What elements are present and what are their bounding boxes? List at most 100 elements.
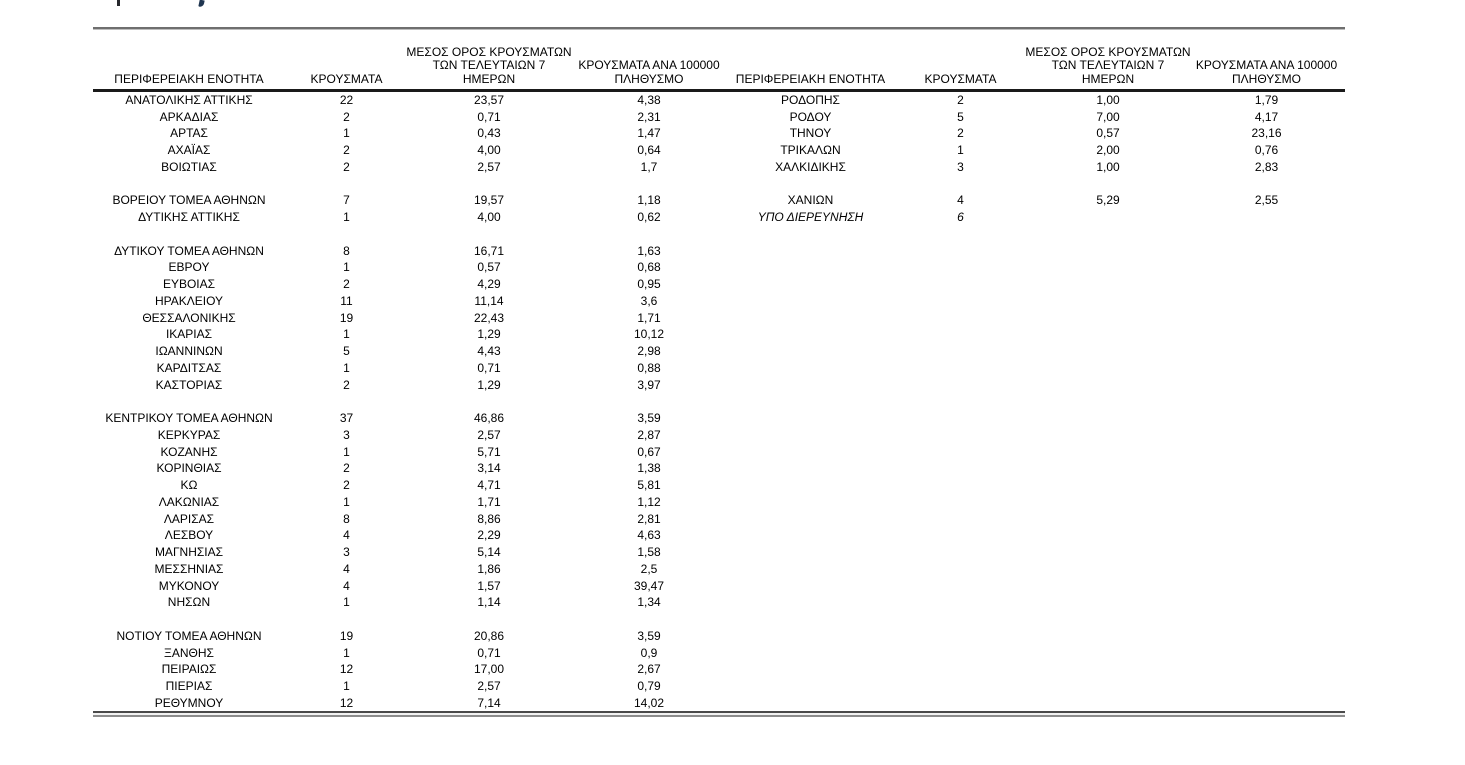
right-avg7-cell bbox=[1028, 628, 1188, 645]
header-per100k-line1: ΚΡΟΥΣΜΑΤΑ ΑΝΑ 100000 bbox=[578, 58, 720, 72]
left-per100k-cell: 0,95 bbox=[637, 277, 661, 292]
cropped-text-fragment bbox=[117, 0, 120, 6]
left-per100k-cell: 4,38 bbox=[637, 92, 661, 107]
right-cases-cell bbox=[893, 661, 1028, 678]
table-row: ΚΕΝΤΡΙΚΟΥ ΤΟΜΕΑ ΑΘΗΝΩΝ 37 46,86 3,59 bbox=[93, 410, 1345, 427]
left-region-cell: ΜΥΚΟΝΟΥ bbox=[158, 578, 220, 593]
right-region-cell: ΤΗΝΟΥ bbox=[789, 126, 832, 141]
right-per100k-cell bbox=[1188, 628, 1345, 645]
right-region-cell bbox=[728, 544, 893, 561]
header-cases-label: ΚΡΟΥΣΜΑΤΑ bbox=[924, 71, 997, 86]
left-per100k-cell bbox=[570, 393, 728, 410]
right-cases-cell bbox=[893, 460, 1028, 477]
right-per100k-cell bbox=[1188, 360, 1345, 377]
right-cases-cell bbox=[893, 242, 1028, 259]
table-bottom-rule bbox=[93, 711, 1345, 718]
left-region-cell: ΑΝΑΤΟΛΙΚΗΣ ΑΤΤΙΚΗΣ bbox=[125, 92, 253, 107]
left-region-cell: ΑΡΚΑΔΙΑΣ bbox=[159, 109, 219, 124]
left-region-cell: ΘΕΣΣΑΛΟΝΙΚΗΣ bbox=[142, 310, 236, 325]
right-cases-cell bbox=[893, 577, 1028, 594]
right-per100k-cell bbox=[1188, 293, 1345, 310]
right-region-cell bbox=[728, 510, 893, 527]
left-per100k-cell: 10,12 bbox=[633, 327, 665, 342]
left-cases-cell bbox=[285, 611, 408, 628]
right-per100k-cell bbox=[1188, 175, 1345, 192]
right-per100k-cell: 2,55 bbox=[1254, 193, 1279, 208]
left-region-cell: ΝΗΣΩΝ bbox=[167, 595, 211, 610]
right-cases-cell: 6 bbox=[957, 210, 964, 225]
left-region-cell: ΙΩΑΝΝΙΝΩΝ bbox=[155, 344, 223, 359]
left-region-cell: ΜΕΣΣΗΝΙΑΣ bbox=[154, 561, 224, 576]
right-region-cell bbox=[728, 644, 893, 661]
left-avg7-cell: 11,14 bbox=[474, 293, 504, 308]
table-row: ΙΚΑΡΙΑΣ 1 1,29 10,12 bbox=[93, 326, 1345, 343]
left-avg7-cell: 2,57 bbox=[477, 427, 501, 442]
left-avg7-cell: 1,14 bbox=[477, 595, 501, 610]
right-avg7-cell bbox=[1028, 293, 1188, 310]
left-cases-cell: 2 bbox=[343, 143, 350, 158]
left-cases-cell: 8 bbox=[343, 511, 350, 526]
left-per100k-cell: 3,97 bbox=[637, 377, 661, 392]
right-avg7-cell: 5,29 bbox=[1096, 193, 1120, 208]
right-region-cell bbox=[728, 661, 893, 678]
left-region-cell: ΚΑΡΔΙΤΣΑΣ bbox=[156, 360, 222, 375]
table-row: ΙΩΑΝΝΙΝΩΝ 5 4,43 2,98 bbox=[93, 343, 1345, 360]
right-region-cell bbox=[728, 259, 893, 276]
left-avg7-cell: 3,14 bbox=[477, 461, 501, 476]
table-row: ΜΥΚΟΝΟΥ 4 1,57 39,47 bbox=[93, 577, 1345, 594]
right-region-cell bbox=[728, 360, 893, 377]
header-per100k-left: ΚΡΟΥΣΜΑΤΑ ΑΝΑ 100000 ΠΛΗΘΥΣΜΟ bbox=[570, 58, 728, 89]
right-per100k-cell bbox=[1188, 427, 1345, 444]
right-region-cell: ΤΡΙΚΑΛΩΝ bbox=[780, 143, 841, 158]
table-row bbox=[93, 393, 1345, 410]
left-region-cell: ΕΒΡΟΥ bbox=[168, 260, 210, 275]
left-region-cell bbox=[93, 393, 285, 410]
right-per100k-cell bbox=[1188, 577, 1345, 594]
table-row: ΚΟΡΙΝΘΙΑΣ 2 3,14 1,38 bbox=[93, 460, 1345, 477]
right-per100k-cell bbox=[1188, 393, 1345, 410]
table-row: ΡΕΘΥΜΝΟΥ 12 7,14 14,02 bbox=[93, 695, 1345, 712]
left-region-cell: ΛΑΡΙΣΑΣ bbox=[163, 511, 215, 526]
left-cases-cell: 2 bbox=[343, 478, 350, 493]
left-cases-cell: 1 bbox=[343, 444, 350, 459]
left-per100k-cell: 1,63 bbox=[637, 243, 661, 258]
left-per100k-cell: 1,38 bbox=[637, 461, 661, 476]
left-per100k-cell: 2,5 bbox=[640, 561, 658, 576]
right-region-cell bbox=[728, 494, 893, 511]
left-per100k-cell: 0,67 bbox=[637, 444, 661, 459]
header-avg7-line2: ΤΩΝ ΤΕΛΕΥΤΑΙΩΝ 7 bbox=[432, 58, 546, 72]
table-row: ΚΕΡΚΥΡΑΣ 3 2,57 2,87 bbox=[93, 427, 1345, 444]
left-per100k-cell: 0,88 bbox=[637, 360, 661, 375]
right-region-cell bbox=[728, 427, 893, 444]
right-per100k-cell bbox=[1188, 343, 1345, 360]
right-per100k-cell: 23,16 bbox=[1251, 126, 1282, 141]
right-avg7-cell bbox=[1028, 561, 1188, 578]
left-cases-cell: 3 bbox=[343, 545, 350, 560]
header-cases-label: ΚΡΟΥΣΜΑΤΑ bbox=[310, 71, 383, 86]
right-cases-cell: 2 bbox=[957, 126, 964, 141]
right-per100k-cell bbox=[1188, 242, 1345, 259]
left-region-cell: ΛΕΣΒΟΥ bbox=[164, 528, 214, 543]
left-avg7-cell: 0,71 bbox=[477, 360, 501, 375]
left-region-cell: ΚΩ bbox=[180, 478, 198, 493]
right-per100k-cell bbox=[1188, 661, 1345, 678]
left-region-cell: ΔΥΤΙΚΗΣ ΑΤΤΙΚΗΣ bbox=[138, 210, 240, 225]
left-cases-cell: 1 bbox=[343, 260, 350, 275]
right-region-cell bbox=[728, 695, 893, 712]
right-avg7-cell: 0,57 bbox=[1096, 126, 1120, 141]
right-per100k-cell bbox=[1188, 376, 1345, 393]
table-row: ΛΕΣΒΟΥ 4 2,29 4,63 bbox=[93, 527, 1345, 544]
right-region-cell bbox=[728, 443, 893, 460]
left-cases-cell: 12 bbox=[339, 662, 354, 677]
table-row: ΕΥΒΟΙΑΣ 2 4,29 0,95 bbox=[93, 276, 1345, 293]
right-avg7-cell bbox=[1028, 410, 1188, 427]
right-avg7-cell bbox=[1028, 494, 1188, 511]
table-row: ΑΡΚΑΔΙΑΣ 2 0,71 2,31 ΡΟΔΟΥ 5 7,00 4,17 bbox=[93, 108, 1345, 125]
right-avg7-cell bbox=[1028, 460, 1188, 477]
table-top-rule bbox=[93, 27, 1345, 30]
left-per100k-cell: 1,47 bbox=[637, 126, 661, 141]
left-avg7-cell: 1,57 bbox=[477, 578, 501, 593]
right-per100k-cell bbox=[1188, 527, 1345, 544]
right-avg7-cell bbox=[1028, 209, 1188, 226]
table-row: ΑΡΤΑΣ 1 0,43 1,47 ΤΗΝΟΥ 2 0,57 23,16 bbox=[93, 125, 1345, 142]
